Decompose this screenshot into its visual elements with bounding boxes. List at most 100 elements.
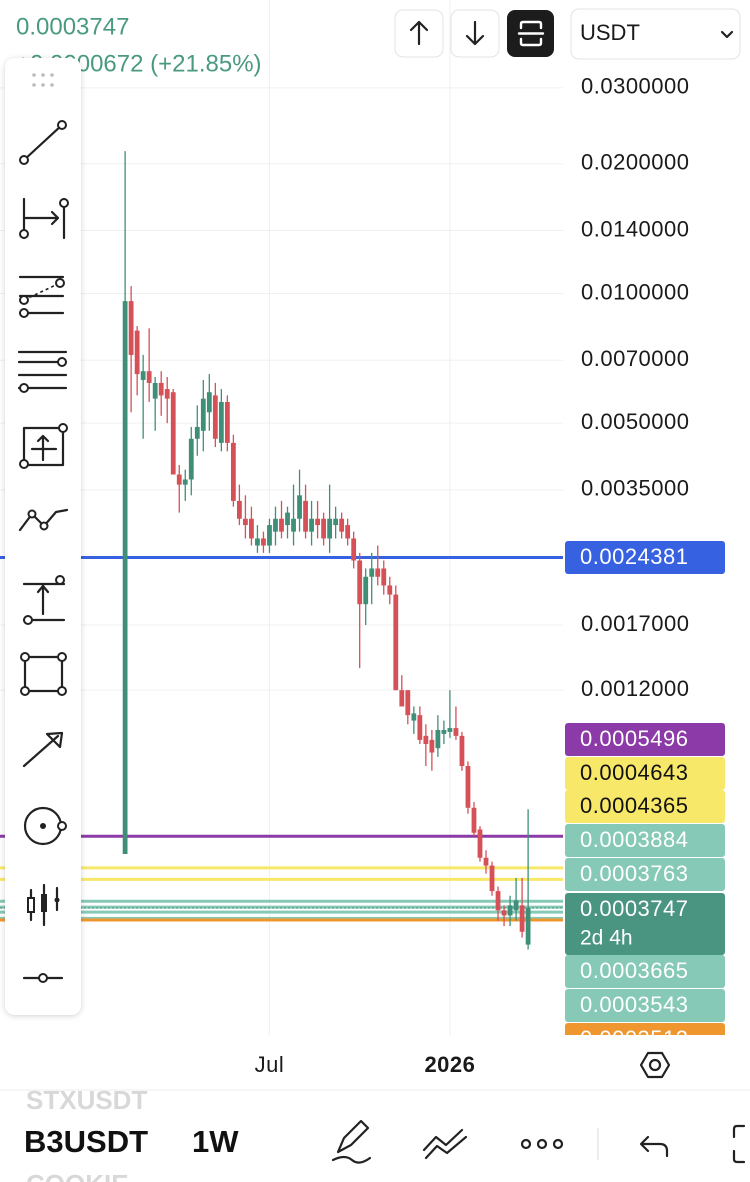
x-tick-label: Jul xyxy=(255,1052,285,1077)
candle-body xyxy=(441,729,447,734)
candle-body xyxy=(363,576,369,605)
price-label: 0.0003512 xyxy=(580,1026,689,1051)
price-label-box xyxy=(565,858,725,891)
arrow-up-button[interactable] xyxy=(394,9,444,58)
candle-body xyxy=(218,401,224,443)
candle-body xyxy=(513,900,519,911)
candle-body xyxy=(158,382,164,396)
path-tool[interactable] xyxy=(18,508,69,532)
candle-body xyxy=(393,594,399,691)
candle-body xyxy=(230,442,236,501)
candle-body xyxy=(477,829,483,858)
candle-body xyxy=(345,525,351,539)
candle-body xyxy=(140,371,146,380)
arrow-tool[interactable] xyxy=(22,731,64,768)
circle-tool[interactable] xyxy=(23,806,67,846)
price-label: 0.0003747 xyxy=(580,896,689,921)
projection-tool[interactable] xyxy=(19,423,68,469)
collapse-tool[interactable] xyxy=(22,973,64,983)
candle-body xyxy=(417,715,423,740)
indicators-tool[interactable] xyxy=(27,883,60,927)
candles xyxy=(122,151,531,950)
candle-body xyxy=(212,395,218,439)
candle-body xyxy=(435,729,441,749)
candle-body xyxy=(471,807,477,833)
candle-body xyxy=(357,560,363,605)
price-range-tool[interactable] xyxy=(22,575,66,625)
candle-body xyxy=(387,585,393,595)
interval[interactable]: 1W xyxy=(192,1124,239,1159)
fib-tool[interactable] xyxy=(18,275,65,318)
trend-line-tool[interactable] xyxy=(19,120,67,165)
candle-body xyxy=(453,728,459,736)
candle-body xyxy=(164,389,170,399)
price-label: 0.0004643 xyxy=(580,760,689,785)
candle-body xyxy=(255,538,260,546)
header-price: 0.0003747 xyxy=(16,13,129,40)
indicator-button[interactable] xyxy=(422,1128,468,1160)
next-symbol[interactable]: COOKIE xyxy=(26,1169,129,1182)
candle-body xyxy=(194,426,200,439)
price-label-box xyxy=(565,790,725,823)
drag-handle[interactable] xyxy=(32,73,54,87)
price-label: 0.0004365 xyxy=(580,793,689,818)
grid xyxy=(0,0,563,1035)
candle-body xyxy=(236,500,242,519)
more-button[interactable] xyxy=(520,1138,564,1150)
candle-body xyxy=(501,910,507,916)
y-tick-label: 0.0140000 xyxy=(581,216,690,241)
y-tick-label: 0.0300000 xyxy=(581,74,690,99)
prev-symbol[interactable]: STXUSDT xyxy=(26,1085,147,1115)
price-label-box xyxy=(565,955,725,988)
candle-body xyxy=(249,518,254,539)
fullscreen-button[interactable] xyxy=(507,10,554,57)
candle-body xyxy=(176,474,182,485)
candle-body xyxy=(152,382,158,399)
price-label-box xyxy=(565,541,725,574)
symbol[interactable]: B3USDT xyxy=(24,1124,148,1159)
price-label: 0.0003884 xyxy=(580,827,689,852)
candle-body xyxy=(146,371,152,383)
candle-body xyxy=(495,891,501,911)
y-tick-label: 0.0070000 xyxy=(581,346,690,371)
candle-body xyxy=(128,301,134,355)
candle-body xyxy=(465,766,471,808)
price-label-box xyxy=(565,1023,725,1035)
undo-button[interactable] xyxy=(639,1135,669,1158)
currency-dropdown[interactable]: USDT xyxy=(570,8,741,60)
candle-body xyxy=(267,525,272,546)
drawing-toolbar xyxy=(5,58,81,1015)
candle-body xyxy=(369,568,375,577)
candle-body xyxy=(303,500,308,532)
candle-body xyxy=(134,330,140,375)
candle-body xyxy=(423,735,429,744)
y-tick-label: 0.0035000 xyxy=(581,476,690,501)
candle-body xyxy=(188,438,194,480)
price-label-box xyxy=(565,989,725,1022)
candle-body xyxy=(122,301,128,854)
candle-body xyxy=(399,690,405,707)
candle-body xyxy=(429,739,435,753)
candle-body xyxy=(327,518,333,539)
price-label: 0.0003763 xyxy=(580,861,689,886)
candle-body xyxy=(321,518,327,539)
y-tick-label: 0.0012000 xyxy=(581,676,690,701)
range-tool[interactable] xyxy=(19,197,69,240)
arrow-down-button[interactable] xyxy=(450,9,500,58)
price-label-box xyxy=(565,757,725,790)
candle-body xyxy=(525,907,531,945)
chart-settings-button[interactable] xyxy=(639,1051,671,1079)
y-axis: 0.0300000 0.0200000 0.0140000 0.0100000 0.00… xyxy=(581,74,690,701)
candle-body xyxy=(351,538,357,561)
rectangle-tool[interactable] xyxy=(20,652,67,696)
candle-body xyxy=(459,735,465,767)
candle-body xyxy=(224,401,230,443)
candle-body xyxy=(483,857,489,866)
price-label: 0.0003543 xyxy=(580,992,689,1017)
layout-button[interactable] xyxy=(732,1124,746,1164)
candle-body xyxy=(333,518,339,526)
horizontal-lines-tool[interactable] xyxy=(17,350,68,393)
price-labels: 0.0024381 0.0005496 0.0004643 0.0004365 0.00… xyxy=(565,541,725,1051)
draw-button[interactable] xyxy=(331,1119,372,1164)
